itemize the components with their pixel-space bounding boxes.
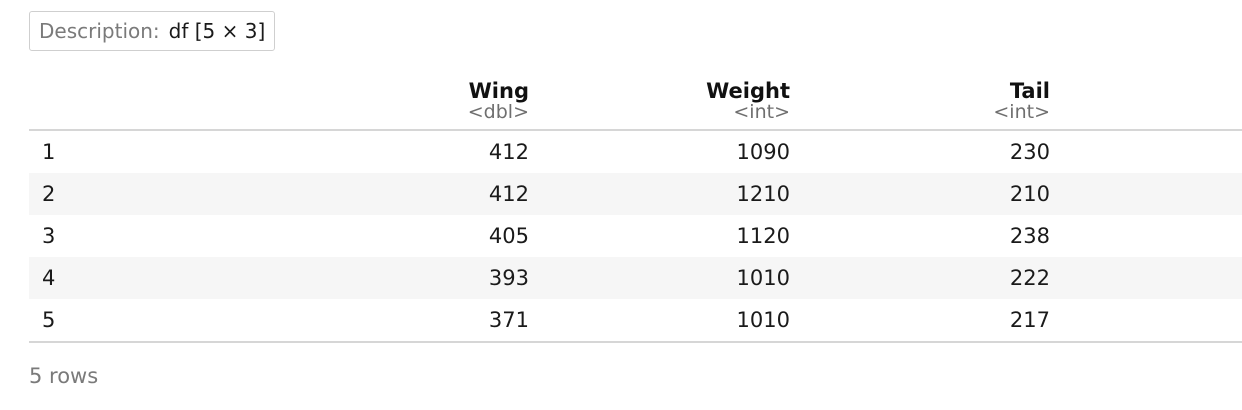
data-table-container: Wing <dbl> Weight <int> Tail <int> 1 412… — [29, 70, 1242, 343]
table-row: 4 393 1010 222 — [29, 257, 1242, 299]
row-filler — [1052, 215, 1242, 257]
row-filler — [1052, 299, 1242, 343]
cell-tail: 217 — [792, 299, 1052, 343]
table-row: 5 371 1010 217 — [29, 299, 1242, 343]
description-label: Description: — [39, 19, 160, 43]
cell-tail: 222 — [792, 257, 1052, 299]
column-name: Tail — [1009, 79, 1050, 103]
header-filler — [1052, 70, 1242, 131]
column-header-wing[interactable]: Wing <dbl> — [139, 70, 531, 131]
row-index: 5 — [29, 299, 139, 343]
row-filler — [1052, 173, 1242, 215]
cell-wing: 412 — [488, 140, 529, 164]
column-type: <int> — [993, 101, 1050, 123]
row-index-header — [29, 70, 139, 131]
dataframe-description-badge: Description: df [5 × 3] — [29, 11, 276, 51]
header-row: Wing <dbl> Weight <int> Tail <int> — [29, 70, 1242, 131]
data-table: Wing <dbl> Weight <int> Tail <int> 1 412… — [29, 70, 1242, 343]
cell-wing: 393 — [139, 257, 531, 299]
cell-weight: 1090 — [736, 140, 790, 164]
cell-weight: 1120 — [736, 224, 790, 248]
table-header: Wing <dbl> Weight <int> Tail <int> — [29, 70, 1242, 131]
row-filler — [1052, 130, 1242, 173]
row-index: 3 — [42, 224, 56, 248]
row-filler — [1052, 257, 1242, 299]
cell-weight: 1210 — [531, 173, 792, 215]
cell-wing: 371 — [139, 299, 531, 343]
cell-weight: 1010 — [531, 299, 792, 343]
cell-tail: 230 — [1009, 140, 1050, 164]
column-header-weight[interactable]: Weight <int> — [531, 70, 792, 131]
row-index: 2 — [29, 173, 139, 215]
row-index: 4 — [29, 257, 139, 299]
cell-tail: 238 — [1009, 224, 1050, 248]
row-index: 1 — [42, 140, 56, 164]
column-type: <int> — [733, 101, 790, 123]
cell-weight: 1010 — [531, 257, 792, 299]
table-row: 1 412 1090 230 — [29, 130, 1242, 173]
description-value: df [5 × 3] — [168, 19, 266, 43]
row-count-footer: 5 rows — [29, 364, 99, 388]
cell-wing: 412 — [139, 173, 531, 215]
column-header-tail[interactable]: Tail <int> — [792, 70, 1052, 131]
column-name: Weight — [706, 79, 790, 103]
table-body: 1 412 1090 230 2 412 1210 210 3 405 1120… — [29, 130, 1242, 343]
table-row: 2 412 1210 210 — [29, 173, 1242, 215]
cell-tail: 210 — [792, 173, 1052, 215]
column-name: Wing — [468, 79, 529, 103]
column-type: <dbl> — [467, 101, 529, 123]
table-row: 3 405 1120 238 — [29, 215, 1242, 257]
cell-wing: 405 — [488, 224, 529, 248]
